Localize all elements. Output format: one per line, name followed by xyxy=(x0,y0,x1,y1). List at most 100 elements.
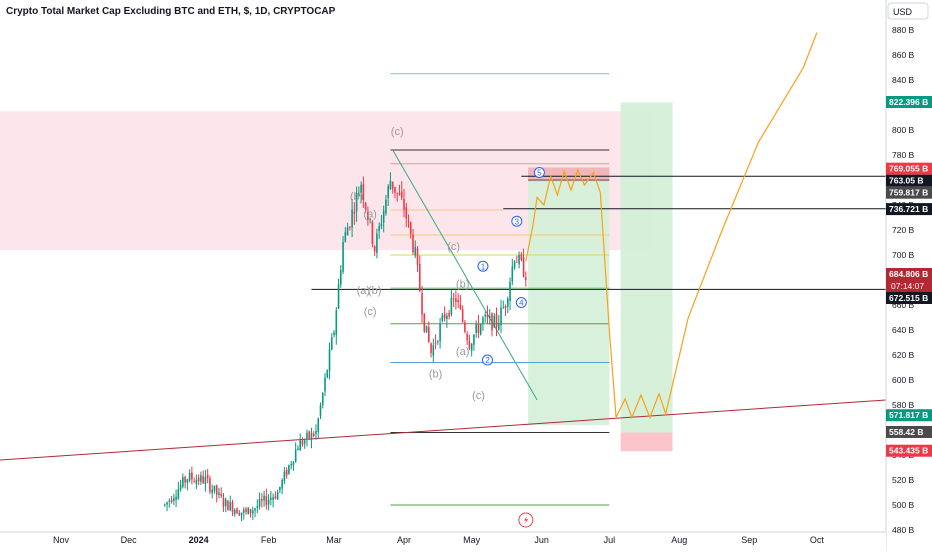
candle-body xyxy=(353,211,356,214)
candle-body xyxy=(506,298,509,307)
countdown-tag xyxy=(886,279,932,292)
candle-body xyxy=(369,218,371,220)
candle-body xyxy=(270,497,272,500)
candle-body xyxy=(466,333,468,341)
candle-body xyxy=(398,193,401,195)
y-tick-label: 600 B xyxy=(892,375,915,385)
candle-body xyxy=(473,334,475,345)
candle-body xyxy=(450,297,453,315)
candle-body xyxy=(283,471,286,481)
candle-body xyxy=(396,192,399,194)
candle-body xyxy=(484,314,487,317)
time-axis-bg xyxy=(0,532,886,550)
candle-body xyxy=(448,313,450,317)
x-tick-label: Sep xyxy=(741,535,757,545)
candle-body xyxy=(400,191,403,198)
candle-body xyxy=(491,313,493,331)
candle-body xyxy=(416,248,419,265)
candle-body xyxy=(292,461,295,465)
candle-body xyxy=(227,500,229,511)
y-tick-label: 620 B xyxy=(892,350,915,360)
candle-body xyxy=(333,332,335,336)
candle-body xyxy=(488,316,491,318)
candle-body xyxy=(511,266,514,282)
candle-body xyxy=(378,226,380,231)
candle-body xyxy=(182,476,184,487)
candle-body xyxy=(218,492,220,495)
candle-body xyxy=(409,222,412,234)
y-tick-label: 800 B xyxy=(892,125,915,135)
price-tag xyxy=(886,162,932,175)
candle-body xyxy=(479,324,482,335)
candle-body xyxy=(441,315,444,321)
wave-circle-label: 5 xyxy=(537,169,542,178)
candle-body xyxy=(380,223,383,227)
candle-body xyxy=(276,492,279,500)
candle-body xyxy=(337,284,340,309)
candle-body xyxy=(247,507,250,514)
candle-body xyxy=(459,304,462,309)
candle-body xyxy=(303,440,306,444)
candle-body xyxy=(173,498,175,502)
price-tag xyxy=(886,186,932,199)
candle-body xyxy=(387,186,389,198)
candle-body xyxy=(191,472,193,480)
candle-body xyxy=(477,323,480,333)
candle-body xyxy=(213,485,216,491)
candle-body xyxy=(513,261,516,268)
y-tick-label: 500 B xyxy=(892,500,915,510)
candle-body xyxy=(364,203,367,210)
candle-body xyxy=(457,300,459,303)
candle-body xyxy=(385,199,387,214)
descending-trendline xyxy=(392,149,538,401)
candle-body xyxy=(418,263,421,292)
candle-body xyxy=(267,499,270,505)
x-tick-label: Aug xyxy=(671,535,687,545)
price-tag-label: 571.817 B xyxy=(889,410,928,420)
lightning-glyph xyxy=(523,516,529,524)
candle-body xyxy=(382,210,385,223)
wave-label: (c) xyxy=(391,126,404,138)
projection-path xyxy=(525,32,818,420)
wave-label: (a) xyxy=(456,346,469,358)
candle-body xyxy=(252,510,254,514)
candle-body xyxy=(188,473,191,481)
wave-circle-label: 4 xyxy=(519,299,524,308)
candle-body xyxy=(326,370,329,378)
candle-body xyxy=(470,343,473,351)
candle-body xyxy=(288,465,290,474)
candle-body xyxy=(425,325,428,333)
candle-body xyxy=(319,405,322,417)
candle-body xyxy=(342,242,344,272)
candle-body xyxy=(358,193,360,197)
candle-body xyxy=(236,508,238,514)
candle-body xyxy=(446,315,448,319)
candle-body xyxy=(265,495,268,506)
long-position-green xyxy=(528,167,610,425)
candle-body xyxy=(355,193,358,212)
candle-body xyxy=(439,323,441,342)
support-trendline xyxy=(0,399,887,461)
candle-body xyxy=(371,221,374,244)
x-tick-label: Apr xyxy=(397,535,411,545)
candle-body xyxy=(249,509,252,514)
candle-body xyxy=(428,327,430,342)
currency-label[interactable]: USD xyxy=(893,7,913,17)
candle-body xyxy=(274,496,277,499)
candle-body xyxy=(285,469,288,476)
candle-body xyxy=(231,501,234,513)
wave-label: (a) xyxy=(357,285,370,297)
candle-body xyxy=(328,349,331,371)
price-tag-label: 769.055 B xyxy=(889,164,928,174)
candle-body xyxy=(263,495,265,501)
candle-body xyxy=(186,479,189,484)
price-tag xyxy=(886,444,932,457)
candle-body xyxy=(163,504,166,506)
wave-circle xyxy=(481,354,493,366)
candle-body xyxy=(206,474,209,479)
x-tick-label: Feb xyxy=(261,535,277,545)
candle-body xyxy=(256,506,259,508)
candle-body xyxy=(297,448,299,451)
